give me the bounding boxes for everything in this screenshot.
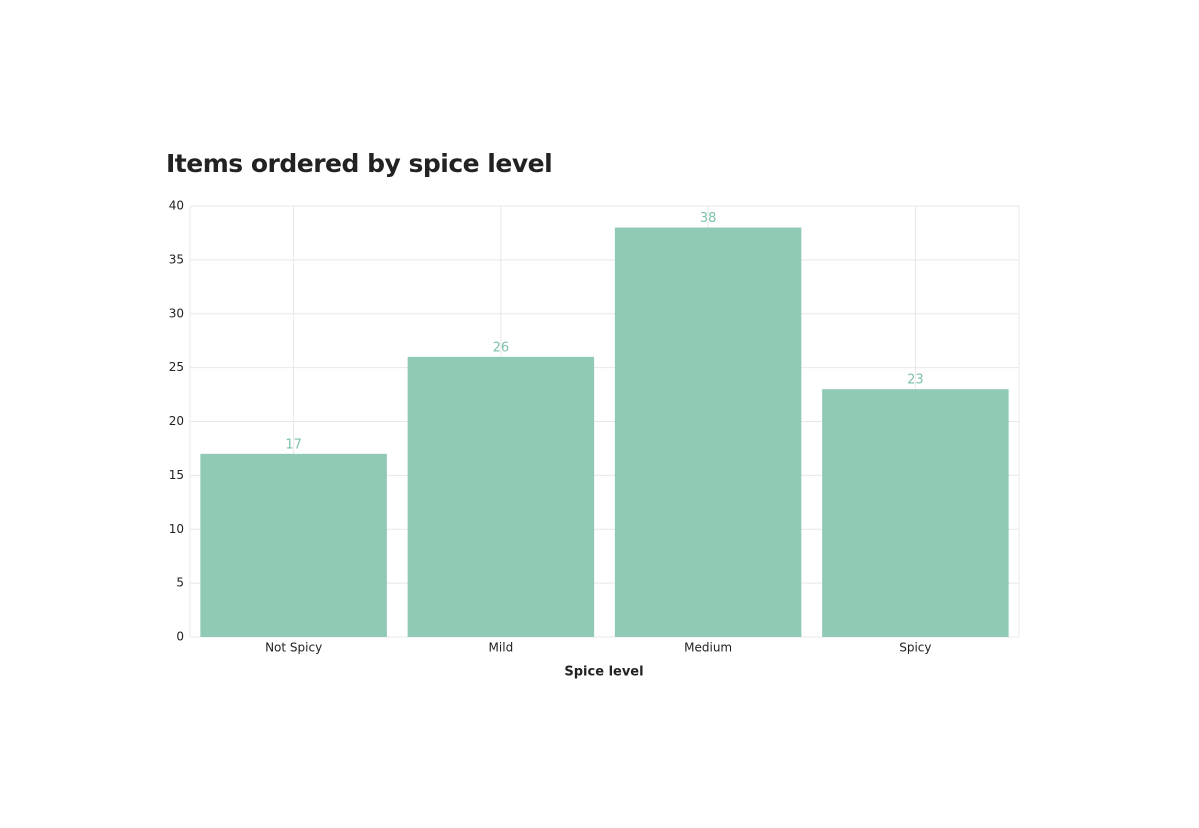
value-label: 23: [907, 373, 924, 388]
y-tick-label: 10: [169, 522, 184, 536]
bar: [614, 227, 802, 638]
bar: [200, 453, 387, 637]
y-tick-label: 30: [169, 306, 184, 320]
x-tick-label: Not Spicy: [265, 641, 322, 655]
y-tick-label: 20: [169, 414, 184, 428]
value-label: 17: [285, 437, 302, 452]
y-tick-label: 25: [169, 360, 184, 374]
y-tick-label: 5: [176, 576, 184, 590]
y-tick-label: 15: [169, 468, 184, 482]
value-label: 38: [700, 211, 717, 226]
y-tick-label: 0: [176, 630, 184, 644]
value-label: 26: [493, 340, 510, 355]
chart-title: Items ordered by spice level: [166, 149, 552, 178]
x-axis-label: Spice level: [564, 665, 643, 680]
y-tick-label: 40: [169, 199, 184, 213]
x-tick-label: Mild: [489, 641, 514, 655]
bar: [822, 389, 1009, 637]
bar: [407, 356, 595, 637]
y-tick-label: 35: [169, 252, 184, 266]
x-tick-label: Medium: [684, 641, 732, 655]
x-tick-label: Spicy: [899, 641, 931, 655]
